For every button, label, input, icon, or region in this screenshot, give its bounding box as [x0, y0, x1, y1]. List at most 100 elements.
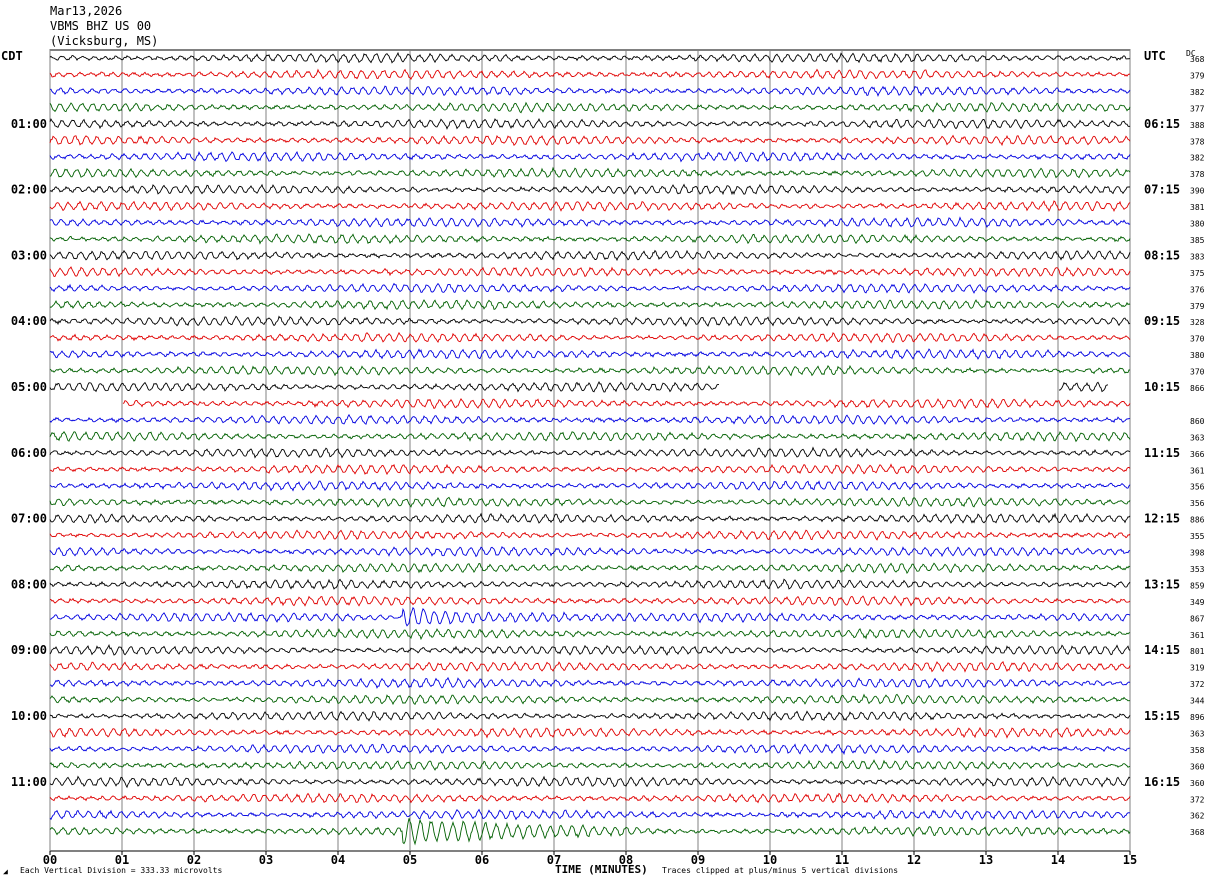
trace-row: [49, 496, 1131, 508]
trace-row: [49, 134, 1131, 147]
dc-value-label: 370: [1190, 368, 1205, 377]
trace-row: [49, 643, 1131, 656]
x-tick-label: 11: [835, 853, 849, 867]
trace-row: [122, 398, 1131, 410]
x-tick-label: 05: [403, 853, 417, 867]
dc-value-label: 362: [1190, 812, 1205, 821]
x-tick-label: 07: [547, 853, 561, 867]
dc-value-label: 363: [1190, 433, 1205, 442]
utc-hour-label: 07:15: [1144, 183, 1180, 197]
header-location: (Vicksburg, MS): [50, 34, 158, 48]
dc-value-label: 360: [1190, 779, 1205, 788]
cdt-hour-label: 05:00: [11, 380, 47, 394]
dc-value-label: 361: [1190, 631, 1205, 640]
cdt-hour-label: 06:00: [11, 446, 47, 460]
dc-value-label: 375: [1190, 269, 1205, 278]
trace-row: [49, 413, 1131, 425]
x-tick-label: 08: [619, 853, 633, 867]
trace-row: [49, 660, 1131, 673]
utc-time-labels: 06:15 07:15 08:15 09:15 10:15 11:15 12:15 13:15…: [1144, 117, 1180, 789]
cdt-hour-label: 01:00: [11, 117, 47, 131]
trace-row: [49, 431, 1131, 443]
dc-header-label: DC: [1186, 49, 1196, 58]
x-tick-label: 01: [115, 853, 129, 867]
dc-value-label: 363: [1190, 729, 1205, 738]
cdt-hour-label: 07:00: [11, 512, 47, 526]
right-timezone-label: UTC: [1144, 49, 1166, 63]
trace-row: [49, 233, 1131, 245]
dc-value-label: 379: [1190, 71, 1205, 80]
dc-value-label: 328: [1190, 318, 1205, 327]
trace-row: [49, 710, 1131, 722]
utc-hour-label: 13:15: [1144, 577, 1180, 591]
trace-row: [49, 628, 1131, 641]
dc-value-label: 385: [1190, 236, 1205, 245]
trace-row: [49, 200, 1131, 213]
trace-row: [49, 775, 1131, 789]
header-date: Mar13,2026: [50, 4, 122, 18]
trace-row: [49, 166, 1131, 179]
left-timezone-label: CDT: [1, 49, 23, 63]
trace-row: [49, 808, 1131, 821]
trace-row: [49, 85, 1131, 97]
dc-value-label: 356: [1190, 483, 1205, 492]
trace-row: [49, 529, 1131, 541]
dc-value-label: 381: [1190, 203, 1205, 212]
dc-offset-labels: 368 379 382 377 388 378 382 378 390 381 380 385 383 3…: [1190, 55, 1205, 837]
dc-value-label: 867: [1190, 614, 1205, 623]
trace-row: [50, 562, 1131, 575]
footer-marker-icon: ◢: [3, 867, 8, 876]
trace-row: [49, 216, 1131, 228]
trace-row: [49, 446, 1131, 459]
dc-value-label: 372: [1190, 795, 1205, 804]
dc-value-label: 353: [1190, 565, 1205, 574]
trace-row: [49, 118, 1131, 130]
dc-value-label: 356: [1190, 499, 1205, 508]
x-axis-tick-labels: 00 01 02 03 04 05 06 07 08 09 10 11 12 13 14 15: [43, 853, 1137, 867]
x-tick-label: 06: [475, 853, 489, 867]
dc-value-label: 398: [1190, 549, 1205, 558]
dc-value-label: 383: [1190, 252, 1205, 261]
dc-value-label: 372: [1190, 680, 1205, 689]
footer-division-note: Each Vertical Division = 333.33 microvol…: [20, 866, 222, 875]
trace-row: [49, 282, 1131, 294]
x-tick-label: 14: [1051, 853, 1065, 867]
dc-value-label: 801: [1190, 647, 1205, 656]
dc-value-label: 378: [1190, 137, 1205, 146]
dc-value-label: 368: [1190, 828, 1205, 837]
x-tick-label: 04: [331, 853, 345, 867]
dc-value-label: 896: [1190, 713, 1205, 722]
utc-hour-label: 08:15: [1144, 248, 1180, 262]
dc-value-label: 358: [1190, 746, 1205, 755]
dc-value-label: 377: [1190, 104, 1205, 113]
utc-hour-label: 16:15: [1144, 775, 1180, 789]
dc-value-label: 380: [1190, 220, 1205, 229]
trace-row: [49, 266, 1131, 278]
trace-row: [49, 818, 1131, 846]
dc-value-label: 349: [1190, 598, 1205, 607]
trace-row: [49, 578, 1131, 590]
trace-row: [49, 101, 1131, 114]
dc-value-label: 859: [1190, 581, 1205, 590]
trace-row: [49, 595, 1131, 607]
dc-value-label: 379: [1190, 302, 1205, 311]
trace-row: [49, 480, 1131, 492]
cdt-hour-label: 04:00: [11, 314, 47, 328]
dc-value-label: 370: [1190, 335, 1205, 344]
utc-hour-label: 15:15: [1144, 709, 1180, 723]
utc-hour-label: 14:15: [1144, 643, 1180, 657]
trace-row: [49, 183, 1131, 196]
trace-row: [49, 381, 1109, 393]
utc-hour-label: 06:15: [1144, 117, 1180, 131]
cdt-hour-label: 09:00: [11, 643, 47, 657]
x-axis-label: TIME (MINUTES): [555, 863, 648, 876]
dc-value-label: 866: [1190, 384, 1205, 393]
x-tick-label: 03: [259, 853, 273, 867]
utc-hour-label: 11:15: [1144, 446, 1180, 460]
trace-row: [49, 546, 1131, 558]
trace-row: [49, 348, 1131, 360]
trace-row: [49, 51, 1131, 64]
dc-value-label: 368: [1190, 55, 1205, 64]
dc-value-label: 344: [1190, 697, 1205, 706]
